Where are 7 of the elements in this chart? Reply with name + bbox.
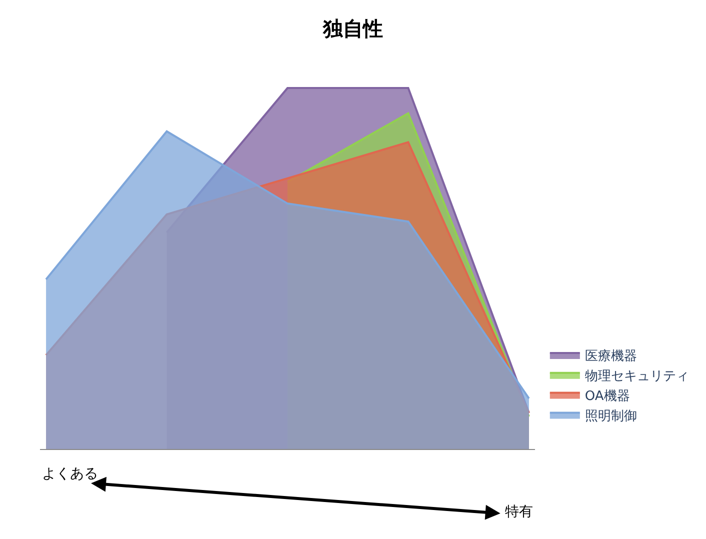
legend-label: 照明制御	[584, 408, 637, 424]
legend-label: 医療機器	[584, 349, 637, 364]
legend-label: OA機器	[584, 388, 630, 404]
chart-title: 独自性	[322, 16, 383, 41]
text: よくある	[42, 466, 98, 482]
legend-label: 物理セキュリティ	[584, 368, 689, 384]
text: 特有	[505, 504, 533, 520]
